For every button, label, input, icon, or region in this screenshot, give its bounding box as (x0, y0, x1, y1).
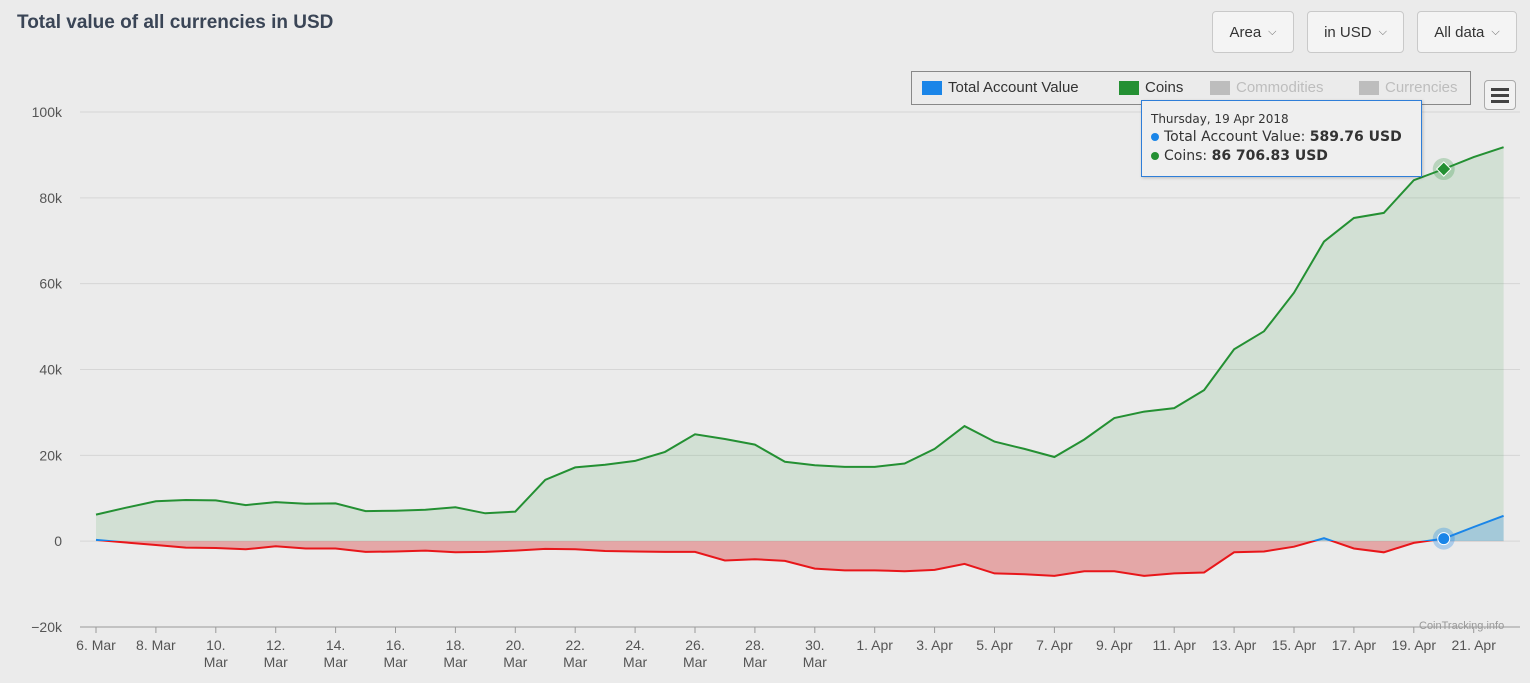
currency-value: in USD (1324, 23, 1372, 41)
x-tick-label: 20. Mar (503, 637, 527, 670)
legend-item-currencies[interactable]: Currencies (1359, 79, 1458, 96)
legend-swatch (1119, 80, 1139, 95)
chart-menu-button[interactable] (1484, 80, 1516, 110)
x-tick-label: 8. Mar (136, 637, 176, 653)
hamburger-icon (1491, 94, 1509, 97)
x-tick-label: 17. Apr (1332, 637, 1377, 653)
tooltip-row-total: Total Account Value: 589.76 USD (1151, 129, 1402, 145)
x-tick-label: 3. Apr (916, 637, 953, 653)
tooltip-value: 86 706.83 USD (1211, 148, 1328, 164)
x-tick-label: 9. Apr (1096, 637, 1133, 653)
x-tick-label: 15. Apr (1272, 637, 1317, 653)
y-tick-label: 80k (39, 190, 63, 206)
x-tick-label: 7. Apr (1036, 637, 1073, 653)
x-tick-label: 11. Apr (1153, 637, 1197, 653)
x-tick-label: 24. Mar (623, 637, 647, 670)
total-value-line-negative (97, 541, 1435, 577)
chevron-down-icon: ⌵ (1378, 25, 1387, 38)
x-tick-label: 5. Apr (976, 637, 1013, 653)
x-tick-label: 28. Mar (743, 637, 767, 670)
legend-item-total-account-value[interactable]: Total Account Value (922, 79, 1079, 96)
y-tick-label: 0 (54, 533, 62, 549)
range-dropdown[interactable]: All data ⌵ (1417, 11, 1517, 53)
chart-legend: Total Account Value Coins Commodities Cu… (911, 71, 1471, 105)
legend-swatch (1210, 80, 1230, 95)
range-value: All data (1434, 23, 1485, 41)
legend-swatch (1359, 80, 1379, 95)
legend-label: Total Account Value (948, 79, 1079, 96)
y-tick-label: 100k (32, 104, 63, 120)
x-tick-label: 10. Mar (204, 637, 228, 670)
x-tick-label: 22. Mar (563, 637, 587, 670)
coins-area (96, 147, 1504, 542)
y-tick-label: −20k (31, 619, 63, 635)
x-tick-label: 1. Apr (856, 637, 893, 653)
y-tick-label: 40k (39, 362, 63, 378)
tooltip-label: Coins: (1164, 148, 1212, 164)
legend-item-commodities[interactable]: Commodities (1210, 79, 1324, 96)
coins-line (95, 146, 1504, 516)
y-tick-label: 60k (39, 276, 63, 292)
chevron-down-icon: ⌵ (1491, 25, 1500, 38)
chart-tooltip: Thursday, 19 Apr 2018 Total Account Valu… (1141, 100, 1422, 177)
legend-label: Currencies (1385, 79, 1458, 96)
hamburger-icon (1491, 100, 1509, 103)
legend-label: Coins (1145, 79, 1184, 96)
chart-type-dropdown[interactable]: Area ⌵ (1212, 11, 1294, 53)
series-dot-icon (1151, 133, 1159, 141)
x-tick-label: 21. Apr (1452, 637, 1497, 653)
y-tick-label: 20k (39, 447, 63, 463)
x-tick-label: 12. Mar (264, 637, 288, 670)
currency-dropdown[interactable]: in USD ⌵ (1307, 11, 1404, 53)
x-tick-label: 16. Mar (383, 637, 407, 670)
chevron-down-icon: ⌵ (1268, 25, 1277, 38)
legend-label: Commodities (1236, 79, 1324, 96)
total-value-hover-marker (1437, 532, 1451, 546)
x-tick-label: 26. Mar (683, 637, 707, 670)
x-tick-label: 18. Mar (443, 637, 467, 670)
series-dot-icon (1151, 152, 1159, 160)
chart-title: Total value of all currencies in USD (17, 12, 334, 33)
x-tick-label: 6. Mar (76, 637, 116, 653)
coins-hover-marker (1435, 161, 1452, 177)
x-tick-label: 19. Apr (1392, 637, 1437, 653)
chart-credit[interactable]: CoinTracking.info (1419, 620, 1505, 632)
chart-type-value: Area (1229, 23, 1262, 41)
x-tick-label: 14. Mar (324, 637, 348, 670)
legend-swatch (922, 80, 942, 95)
tooltip-label: Total Account Value: (1164, 129, 1310, 145)
x-tick-label: 13. Apr (1212, 637, 1257, 653)
tooltip-row-coins: Coins: 86 706.83 USD (1151, 148, 1328, 164)
tooltip-date: Thursday, 19 Apr 2018 (1151, 112, 1289, 126)
hamburger-icon (1491, 88, 1509, 91)
x-tick-label: 30. Mar (803, 637, 827, 670)
tooltip-value: 589.76 USD (1309, 129, 1402, 145)
legend-item-coins[interactable]: Coins (1119, 79, 1183, 96)
total-value-area-negative (96, 541, 1504, 576)
